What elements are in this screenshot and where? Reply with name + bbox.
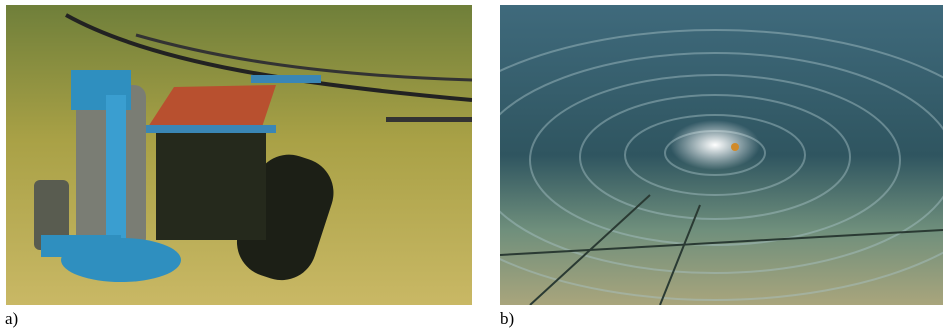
panel-label: a) (5, 309, 19, 328)
photo-water-surface (500, 5, 943, 305)
panel-label: b) (500, 309, 515, 328)
photo-underwater-robot (6, 5, 472, 305)
